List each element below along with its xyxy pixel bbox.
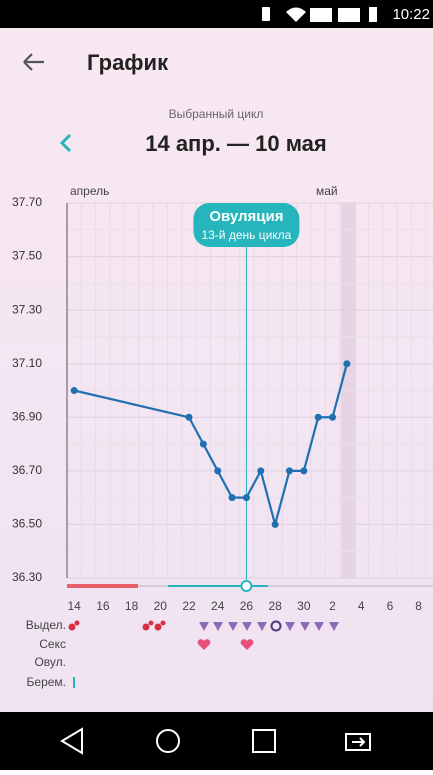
row-label: Берем. <box>27 675 66 689</box>
flow-icon <box>74 620 80 626</box>
ovulation-badge <box>193 203 300 247</box>
ovulation-title: Овуляция <box>209 208 283 225</box>
flow-icon <box>160 620 166 626</box>
flow-icon <box>68 623 76 631</box>
nav-bar <box>0 712 433 770</box>
discharge-icon <box>228 622 238 631</box>
chart: 37.70 37.50 37.30 37.10 36.90 36.70 36.50 36.30… <box>12 184 433 689</box>
background <box>0 28 433 712</box>
temperature-point <box>242 494 250 502</box>
temperature-point <box>185 413 193 421</box>
discharge-icon <box>314 622 324 631</box>
sex-icon <box>197 639 211 650</box>
discharge-icon <box>242 622 252 631</box>
nav-back[interactable] <box>60 727 83 755</box>
x-tick-label: 22 <box>182 599 196 613</box>
temperature-point <box>300 467 308 475</box>
flow-icon <box>142 623 150 631</box>
screen-title: График <box>87 50 169 75</box>
discharge-icon <box>213 622 223 631</box>
ovulation-subtitle: 13-й день цикла <box>201 228 291 242</box>
cycle-range: 14 апр. — 10 мая <box>145 131 327 156</box>
temperature-point <box>257 467 265 475</box>
status-bar <box>0 0 433 28</box>
y-tick-label: 36.90 <box>12 409 42 423</box>
status-time: 10:22 <box>392 6 430 23</box>
discharge-icon <box>199 622 209 631</box>
status-icons <box>262 7 377 22</box>
nav-recent[interactable] <box>252 729 276 753</box>
x-tick-label: 26 <box>240 599 254 613</box>
nav-switch[interactable] <box>345 733 371 751</box>
x-tick-label: 30 <box>297 599 311 613</box>
flow-icon <box>154 623 162 631</box>
y-tick-label: 37.70 <box>12 195 42 209</box>
y-tick-label: 36.70 <box>12 463 42 477</box>
x-tick-label: 8 <box>415 599 422 613</box>
temperature-point <box>285 467 293 475</box>
y-tick-label: 37.30 <box>12 302 42 316</box>
x-tick-label: 24 <box>211 599 225 613</box>
row-label: Овул. <box>34 655 66 669</box>
temperature-point <box>314 413 322 421</box>
y-tick-label: 37.50 <box>12 249 42 263</box>
discharge-icon <box>329 622 339 631</box>
x-tick-label: 2 <box>329 599 336 613</box>
pregnancy-icon <box>73 677 75 688</box>
nav-home[interactable] <box>156 729 180 753</box>
temperature-point <box>329 413 337 421</box>
x-tick-label: 14 <box>67 599 81 613</box>
temperature-point <box>271 520 279 528</box>
temperature-point <box>214 467 222 475</box>
x-tick-label: 6 <box>387 599 394 613</box>
x-tick-label: 16 <box>96 599 110 613</box>
y-tick-label: 36.50 <box>12 517 42 531</box>
discharge-icon <box>270 620 282 632</box>
discharge-icon <box>300 622 310 631</box>
x-tick-label: 18 <box>125 599 139 613</box>
y-tick-label: 36.30 <box>12 570 42 584</box>
x-tick-label: 20 <box>154 599 168 613</box>
ovulation-marker <box>240 580 253 592</box>
month-label: май <box>316 184 338 198</box>
discharge-icon <box>257 622 267 631</box>
temperature-point <box>70 387 78 394</box>
temperature-point <box>343 360 351 368</box>
x-tick-label: 4 <box>358 599 365 613</box>
row-label: Секс <box>39 637 66 651</box>
month-label: апрель <box>70 184 109 198</box>
y-tick-label: 37.10 <box>12 356 42 370</box>
back-button[interactable] <box>23 53 44 71</box>
prev-cycle[interactable] <box>59 133 72 153</box>
x-tick-label: 28 <box>268 599 282 613</box>
row-label: Выдел. <box>26 618 66 632</box>
discharge-icon <box>285 622 295 631</box>
sex-icon <box>240 639 254 650</box>
temperature-point <box>199 440 207 448</box>
flow-icon <box>148 620 154 626</box>
temperature-point <box>228 494 236 502</box>
cycle-label: Выбранный цикл <box>169 107 264 121</box>
